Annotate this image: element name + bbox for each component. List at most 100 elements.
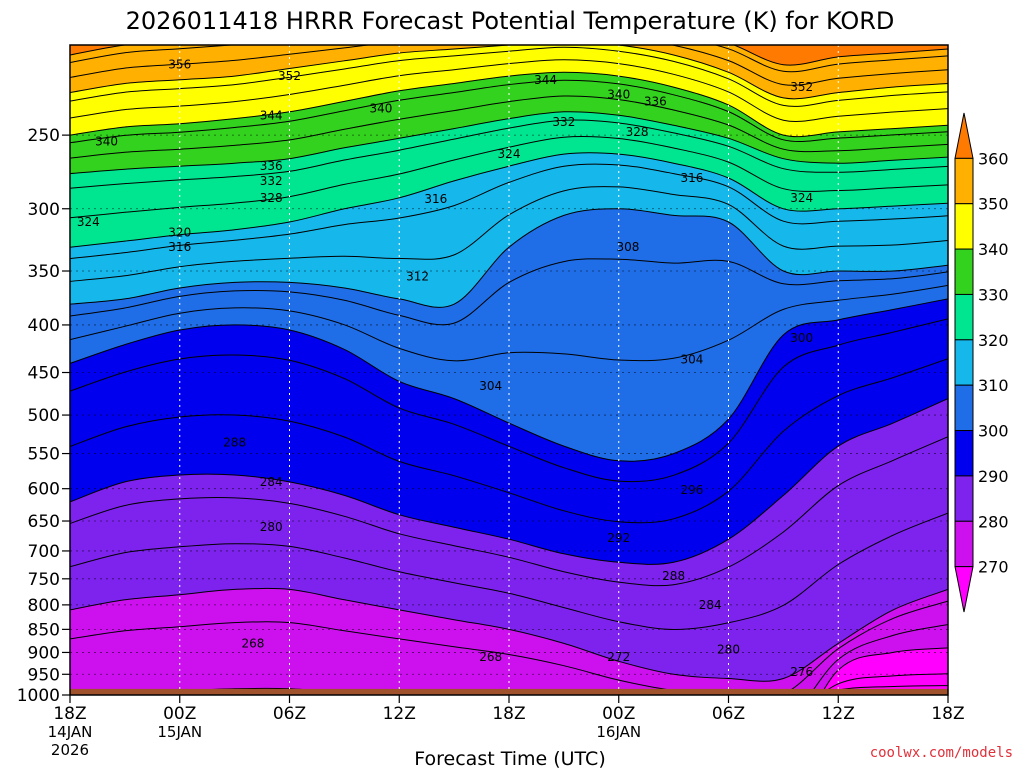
y-tick-label: 1000 — [17, 686, 60, 706]
contour-label: 344 — [260, 108, 283, 122]
chart-title: 2026011418 HRRR Forecast Potential Tempe… — [126, 7, 895, 35]
ground-surface — [70, 688, 948, 695]
contour-318 — [70, 163, 948, 260]
contour-label: 356 — [168, 58, 191, 72]
contour-label: 332 — [260, 174, 283, 188]
colorbar-label: 290 — [978, 467, 1009, 486]
contour-350 — [70, 45, 948, 100]
x-axis-title: Forecast Time (UTC) — [414, 748, 605, 768]
x-tick-sublabel: 15JAN — [157, 723, 202, 741]
contour-310 — [70, 208, 948, 308]
contour-label: 268 — [479, 650, 502, 664]
colorbar-label: 310 — [978, 376, 1009, 395]
colorbar-swatch — [954, 203, 974, 250]
contour-label: 268 — [241, 636, 264, 650]
y-tick-label: 600 — [28, 480, 60, 500]
contour-label: 300 — [790, 331, 813, 345]
contour-334 — [70, 95, 948, 159]
x-tick-label: 18Z — [931, 704, 964, 724]
colorbar-swatch — [954, 430, 974, 477]
y-tick-label: 750 — [28, 570, 60, 590]
colorbar-swatch — [954, 475, 974, 522]
colorbar-swatch — [954, 157, 974, 205]
contour-label: 344 — [534, 73, 557, 87]
contour-label: 352 — [278, 69, 301, 83]
colorbar-label: 340 — [978, 240, 1009, 259]
x-tick-label: 06Z — [273, 704, 306, 724]
contour-300 — [70, 298, 948, 462]
colorbar-swatch — [954, 248, 974, 295]
colorbar-cap-bottom — [954, 566, 974, 613]
colorbar-cap-top — [954, 112, 974, 159]
contour-label: 328 — [260, 191, 283, 205]
y-tick-label: 700 — [28, 542, 60, 562]
y-tick-label: 400 — [28, 316, 60, 336]
contour-label: 272 — [607, 650, 630, 664]
contour-label: 328 — [626, 125, 649, 139]
y-tick-label: 250 — [28, 126, 60, 146]
y-tick-label: 800 — [28, 596, 60, 616]
grid-lines — [70, 45, 948, 695]
contour-290 — [70, 398, 948, 565]
y-tick-label: 300 — [28, 200, 60, 220]
contour-label: 308 — [616, 240, 639, 254]
credit-text[interactable]: coolwx.com/models — [870, 745, 1013, 761]
contour-338 — [70, 79, 948, 144]
contour-label: 324 — [498, 147, 521, 161]
y-tick-label: 450 — [28, 364, 60, 384]
contour-label: 316 — [424, 192, 447, 206]
contour-284 — [70, 512, 948, 631]
contour-354 — [70, 45, 948, 86]
x-tick-sublabel: 14JAN — [48, 723, 93, 741]
y-tick-label: 500 — [28, 406, 60, 426]
contour-label: 292 — [607, 531, 630, 545]
contour-308 — [70, 258, 948, 326]
colorbar-label: 350 — [978, 195, 1009, 214]
contour-label: 276 — [790, 665, 813, 679]
colorbar-label: 270 — [978, 558, 1009, 577]
colorbar: 270 280 290 300 310 320 330 340 350 360 — [954, 112, 1009, 613]
contour-label: 316 — [680, 171, 703, 185]
x-tick-label: 00Z — [602, 704, 635, 724]
contour-label: 336 — [644, 94, 667, 108]
y-axis: 250 300 350 400 450 500 550 600 650 700 750 800 850 9… — [17, 126, 70, 706]
contour-label: 304 — [680, 353, 703, 367]
x-tick-label: 12Z — [383, 704, 416, 724]
contour-label: 336 — [260, 159, 283, 173]
colorbar-swatch — [954, 293, 974, 341]
x-tick-sublabel: 2026 — [51, 741, 89, 759]
contour-label: 324 — [77, 215, 100, 229]
colorbar-swatch — [954, 384, 974, 432]
band-above-360 — [70, 45, 948, 66]
contour-label: 352 — [790, 80, 813, 94]
contour-label: 288 — [223, 435, 246, 449]
y-tick-label: 950 — [28, 665, 60, 685]
x-tick-label: 18Z — [53, 704, 86, 724]
plot-area — [70, 45, 948, 695]
contour-360 — [70, 45, 948, 66]
y-tick-label: 850 — [28, 620, 60, 640]
contour-278 — [70, 600, 948, 695]
contour-label: 280 — [717, 642, 740, 656]
contour-label: 296 — [680, 483, 703, 497]
contour-label: 288 — [662, 569, 685, 583]
y-tick-label: 550 — [28, 445, 60, 465]
y-tick-label: 900 — [28, 643, 60, 663]
contour-label: 340 — [95, 135, 118, 149]
colorbar-label: 360 — [978, 149, 1009, 168]
contour-label: 304 — [479, 379, 502, 393]
colorbar-label: 330 — [978, 285, 1009, 304]
x-tick-label: 18Z — [492, 704, 525, 724]
contour-label: 312 — [406, 270, 429, 284]
contour-294 — [70, 358, 948, 524]
contour-label: 340 — [607, 87, 630, 101]
x-tick-label: 06Z — [712, 704, 745, 724]
contour-labels: 356 352 344 340 336 352 344 340 332 328 340 324 336 3… — [77, 58, 813, 679]
contour-label: 324 — [790, 191, 813, 205]
colorbar-label: 300 — [978, 422, 1009, 441]
contour-label: 280 — [260, 520, 283, 534]
contour-label: 340 — [370, 101, 393, 115]
contour-label: 316 — [168, 240, 191, 254]
